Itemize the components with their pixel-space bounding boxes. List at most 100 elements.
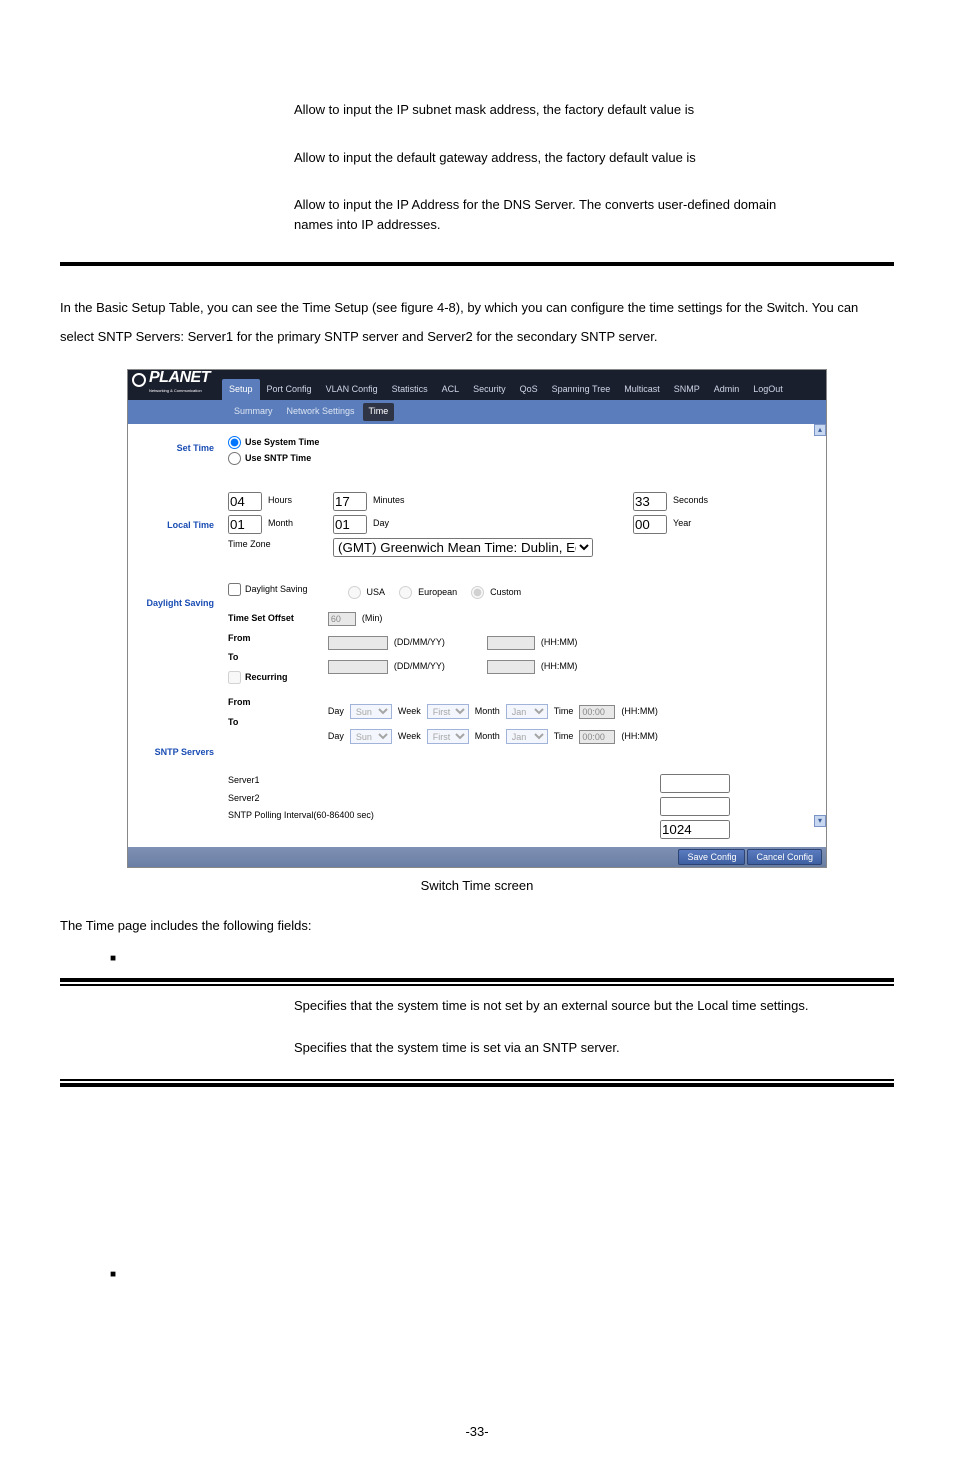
hhmm-label-2: (HH:MM) [541, 660, 578, 674]
server2-label: Server2 [228, 792, 374, 806]
section-label-column: Set Time Local Time Daylight Saving SNTP… [128, 424, 220, 848]
from-date-input[interactable] [328, 636, 388, 650]
hours-input[interactable] [228, 492, 262, 511]
nav-tab-acl[interactable]: ACL [435, 379, 467, 401]
timezone-select[interactable]: (GMT) Greenwich Mean Time: Dublin, Edinb… [333, 538, 593, 557]
rec-from-time-input[interactable] [579, 705, 615, 719]
nav-tab-vlan-config[interactable]: VLAN Config [319, 379, 385, 401]
ds-usa-radio[interactable] [348, 586, 361, 599]
nav-tab-statistics[interactable]: Statistics [385, 379, 435, 401]
rec-to-time-input[interactable] [579, 730, 615, 744]
sub-nav: SummaryNetwork SettingsTime [128, 400, 826, 424]
to-label-1: To [228, 651, 294, 665]
rec-to-day-label: Day [328, 730, 344, 744]
table-top-rule-thin [60, 984, 894, 986]
ds-usa-label: USA [367, 586, 386, 600]
nav-tab-qos[interactable]: QoS [513, 379, 545, 401]
local-time-block: Hours Month Time Zone Minute [228, 492, 810, 557]
nav-tab-multicast[interactable]: Multicast [617, 379, 667, 401]
globe-icon [132, 373, 146, 387]
brand-subtext: Networking & Communication [149, 388, 210, 394]
server2-input[interactable] [660, 797, 730, 816]
sntp-servers-label: SNTP Servers [134, 746, 214, 760]
month-input[interactable] [228, 515, 262, 534]
figure-caption: Switch Time screen [60, 876, 894, 896]
table-bottom-rule-thin [60, 1079, 894, 1081]
ds-custom-label: Custom [490, 586, 521, 600]
nav-tab-logout[interactable]: LogOut [746, 379, 790, 401]
nav-tab-admin[interactable]: Admin [707, 379, 747, 401]
table-bottom-rule [60, 1083, 894, 1087]
use-system-time-label: Use System Time [245, 436, 319, 450]
use-sntp-time-label: Use SNTP Time [245, 452, 311, 466]
ds-european-label: European [418, 586, 457, 600]
poll-interval-label: SNTP Polling Interval(60-86400 sec) [228, 809, 374, 823]
time-set-offset-label: Time Set Offset [228, 612, 294, 626]
field-desc-block: Specifies that the system time is not se… [60, 996, 894, 1057]
use-system-time-desc: Specifies that the system time is not se… [294, 996, 854, 1016]
subnet-mask-desc: Allow to input the IP subnet mask addres… [294, 100, 814, 120]
rec-from-week-select[interactable]: First [427, 704, 469, 719]
rec-to-week-label: Week [398, 730, 421, 744]
to-date-input[interactable] [328, 660, 388, 674]
sntp-block: Server1 Server2 SNTP Polling Interval(60… [228, 774, 810, 839]
main-config-panel: Use System Time Use SNTP Time Hours [220, 424, 826, 848]
use-sntp-time-desc: Specifies that the system time is set vi… [294, 1038, 854, 1058]
day-input[interactable] [333, 515, 367, 534]
rec-to-month-select[interactable]: Jan [506, 729, 548, 744]
nav-tab-security[interactable]: Security [466, 379, 513, 401]
rec-to-day-select[interactable]: Sun [350, 729, 392, 744]
nav-tab-setup[interactable]: Setup [222, 379, 260, 401]
save-config-button[interactable]: Save Config [678, 849, 745, 865]
to-label-2: To [228, 716, 294, 730]
sub-tab-network-settings[interactable]: Network Settings [281, 403, 361, 421]
bullet-marker-2: ■ [110, 1267, 894, 1282]
button-bar: Save Config Cancel Config [128, 847, 826, 867]
ds-custom-radio[interactable] [471, 586, 484, 599]
sub-tab-time[interactable]: Time [363, 403, 395, 421]
use-system-time-radio[interactable] [228, 436, 241, 449]
to-time-input[interactable] [487, 660, 535, 674]
ddmmyy-label-2: (DD/MM/YY) [394, 660, 445, 674]
daylight-saving-checkbox[interactable] [228, 583, 241, 596]
minutes-input[interactable] [333, 492, 367, 511]
local-time-label: Local Time [134, 519, 214, 533]
recurring-checkbox[interactable] [228, 671, 241, 684]
gateway-desc: Allow to input the default gateway addre… [294, 148, 814, 168]
nav-tab-spanning-tree[interactable]: Spanning Tree [545, 379, 618, 401]
rec-from-day-select[interactable]: Sun [350, 704, 392, 719]
from-label-1: From [228, 632, 294, 646]
sub-tab-summary[interactable]: Summary [228, 403, 279, 421]
nav-tab-snmp[interactable]: SNMP [667, 379, 707, 401]
cancel-config-button[interactable]: Cancel Config [747, 849, 822, 865]
ds-european-radio[interactable] [399, 586, 412, 599]
seconds-input[interactable] [633, 492, 667, 511]
server1-label: Server1 [228, 774, 374, 788]
use-sntp-time-radio[interactable] [228, 452, 241, 465]
timezone-label: Time Zone [228, 538, 271, 552]
switch-ui-screenshot: PLANET Networking & Communication SetupP… [127, 369, 827, 868]
minutes-label: Minutes [373, 494, 405, 508]
ddmmyy-label-1: (DD/MM/YY) [394, 636, 445, 650]
seconds-label: Seconds [673, 494, 708, 508]
rec-from-time-label: Time [554, 705, 574, 719]
bullet-marker-1: ■ [110, 951, 894, 966]
hours-label: Hours [268, 494, 292, 508]
rec-to-week-select[interactable]: First [427, 729, 469, 744]
offset-input[interactable] [328, 612, 356, 626]
poll-interval-input[interactable] [660, 820, 730, 839]
brand-text: PLANET [149, 369, 210, 386]
rec-from-day-label: Day [328, 705, 344, 719]
rec-hhmm-label-2: (HH:MM) [621, 730, 658, 744]
set-time-label: Set Time [134, 442, 214, 456]
year-input[interactable] [633, 515, 667, 534]
intro-paragraph: In the Basic Setup Table, you can see th… [60, 294, 894, 351]
from-time-input[interactable] [487, 636, 535, 650]
nav-tab-port-config[interactable]: Port Config [260, 379, 319, 401]
field-description-block: Allow to input the IP subnet mask addres… [60, 100, 894, 234]
set-time-block: Use System Time Use SNTP Time [228, 436, 810, 466]
server1-input[interactable] [660, 774, 730, 793]
rec-from-month-select[interactable]: Jan [506, 704, 548, 719]
rec-from-week-label: Week [398, 705, 421, 719]
rec-from-month-label: Month [475, 705, 500, 719]
